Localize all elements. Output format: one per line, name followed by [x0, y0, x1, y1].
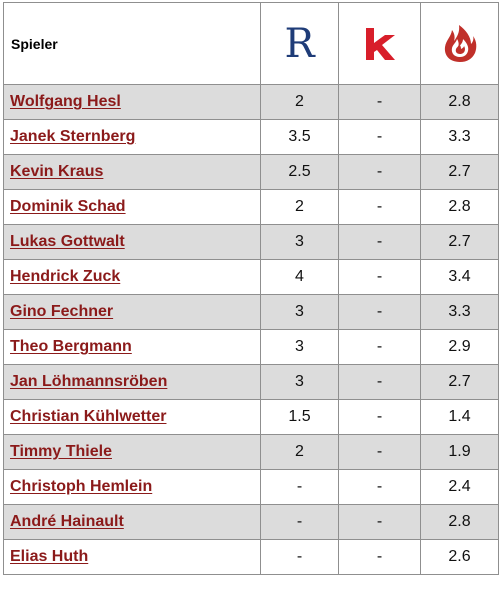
player-column-header: Spieler	[3, 2, 261, 85]
rating-flame-value: 3.3	[420, 119, 499, 155]
table-row: Wolfgang Hesl 2-2.8	[3, 84, 499, 120]
rating-r-value: 3	[260, 364, 339, 400]
ratings-table: Spieler R	[3, 2, 499, 575]
kicker-k-icon	[365, 27, 395, 60]
rating-k-value: -	[338, 224, 421, 260]
player-link[interactable]: Jan Löhmannsröben	[10, 373, 168, 390]
player-name-cell: Timmy Thiele	[3, 434, 261, 470]
rating-k-value: -	[338, 84, 421, 120]
rating-r-value: 1.5	[260, 399, 339, 435]
table-row: Lukas Gottwalt 3-2.7	[3, 224, 499, 260]
rating-flame-value: 2.4	[420, 469, 499, 505]
table-row: Hendrick Zuck 4-3.4	[3, 259, 499, 295]
rating-r-value: 2	[260, 434, 339, 470]
player-link[interactable]: André Hainault	[10, 513, 124, 530]
player-name-cell: Kevin Kraus	[3, 154, 261, 190]
rating-flame-value: 2.7	[420, 224, 499, 260]
rating-flame-value: 2.8	[420, 504, 499, 540]
rating-flame-value: 2.7	[420, 154, 499, 190]
rating-flame-value: 1.4	[420, 399, 499, 435]
rating-k-value: -	[338, 294, 421, 330]
rating-r-value: 3	[260, 294, 339, 330]
player-link[interactable]: Hendrick Zuck	[10, 268, 121, 285]
rating-r-value: 2.5	[260, 154, 339, 190]
player-name-cell: Christoph Hemlein	[3, 469, 261, 505]
rating-k-value: -	[338, 259, 421, 295]
rating-r-value: -	[260, 504, 339, 540]
table-row: Jan Löhmannsröben 3-2.7	[3, 364, 499, 400]
player-link[interactable]: Dominik Schad	[10, 198, 126, 215]
player-name-cell: Elias Huth	[3, 539, 261, 575]
player-name-cell: Janek Sternberg	[3, 119, 261, 155]
table-row: Dominik Schad 2-2.8	[3, 189, 499, 225]
player-name-cell: André Hainault	[3, 504, 261, 540]
rating-r-value: 2	[260, 189, 339, 225]
rating-k-value: -	[338, 434, 421, 470]
table-row: Theo Bergmann 3-2.9	[3, 329, 499, 365]
table-row: Elias Huth - -2.6	[3, 539, 499, 575]
player-name-cell: Hendrick Zuck	[3, 259, 261, 295]
player-link[interactable]: Christian Kühlwetter	[10, 408, 167, 425]
table-row: Kevin Kraus 2.5-2.7	[3, 154, 499, 190]
rating-flame-value: 3.4	[420, 259, 499, 295]
player-link[interactable]: Kevin Kraus	[10, 163, 104, 180]
table-row: Christian Kühlwetter 1.5-1.4	[3, 399, 499, 435]
rating-k-value: -	[338, 539, 421, 575]
rating-k-value: -	[338, 119, 421, 155]
table-row: Timmy Thiele 2-1.9	[3, 434, 499, 470]
rating-r-value: 2	[260, 84, 339, 120]
rating-r-value: 3.5	[260, 119, 339, 155]
player-link[interactable]: Timmy Thiele	[10, 443, 112, 460]
player-name-cell: Gino Fechner	[3, 294, 261, 330]
rating-flame-value: 2.9	[420, 329, 499, 365]
header-row: Spieler R	[3, 2, 499, 85]
player-link[interactable]: Janek Sternberg	[10, 128, 136, 145]
rating-r-value: -	[260, 539, 339, 575]
player-link[interactable]: Gino Fechner	[10, 303, 114, 320]
r-logo-icon: R	[284, 20, 315, 67]
rating-r-value: 3	[260, 329, 339, 365]
player-name-cell: Wolfgang Hesl	[3, 84, 261, 120]
player-link[interactable]: Theo Bergmann	[10, 338, 132, 355]
table-row: André Hainault - -2.8	[3, 504, 499, 540]
rating-k-value: -	[338, 399, 421, 435]
player-link[interactable]: Christoph Hemlein	[10, 478, 153, 495]
player-name-cell: Theo Bergmann	[3, 329, 261, 365]
player-name-cell: Dominik Schad	[3, 189, 261, 225]
player-name-cell: Lukas Gottwalt	[3, 224, 261, 260]
table-row: Janek Sternberg 3.5-3.3	[3, 119, 499, 155]
player-name-cell: Christian Kühlwetter	[3, 399, 261, 435]
table-row: Gino Fechner 3-3.3	[3, 294, 499, 330]
rating-flame-value: 2.8	[420, 189, 499, 225]
rating-flame-value: 2.6	[420, 539, 499, 575]
rating-flame-value: 1.9	[420, 434, 499, 470]
rating-k-value: -	[338, 364, 421, 400]
table-row: Christoph Hemlein - -2.4	[3, 469, 499, 505]
rating-r-value: 4	[260, 259, 339, 295]
rating-k-value: -	[338, 504, 421, 540]
player-link[interactable]: Wolfgang Hesl	[10, 93, 121, 110]
player-link[interactable]: Lukas Gottwalt	[10, 233, 125, 250]
rating-k-value: -	[338, 329, 421, 365]
rating-r-value: 3	[260, 224, 339, 260]
rating-flame-value: 2.8	[420, 84, 499, 120]
rating-flame-value: 2.7	[420, 364, 499, 400]
rating-k-header	[338, 2, 421, 85]
flame-icon	[444, 24, 476, 62]
rating-r-value: -	[260, 469, 339, 505]
rating-flame-header	[420, 2, 499, 85]
player-name-cell: Jan Löhmannsröben	[3, 364, 261, 400]
rating-k-value: -	[338, 469, 421, 505]
rating-k-value: -	[338, 189, 421, 225]
rating-k-value: -	[338, 154, 421, 190]
player-link[interactable]: Elias Huth	[10, 548, 89, 565]
rating-r-header: R	[260, 2, 339, 85]
rating-flame-value: 3.3	[420, 294, 499, 330]
